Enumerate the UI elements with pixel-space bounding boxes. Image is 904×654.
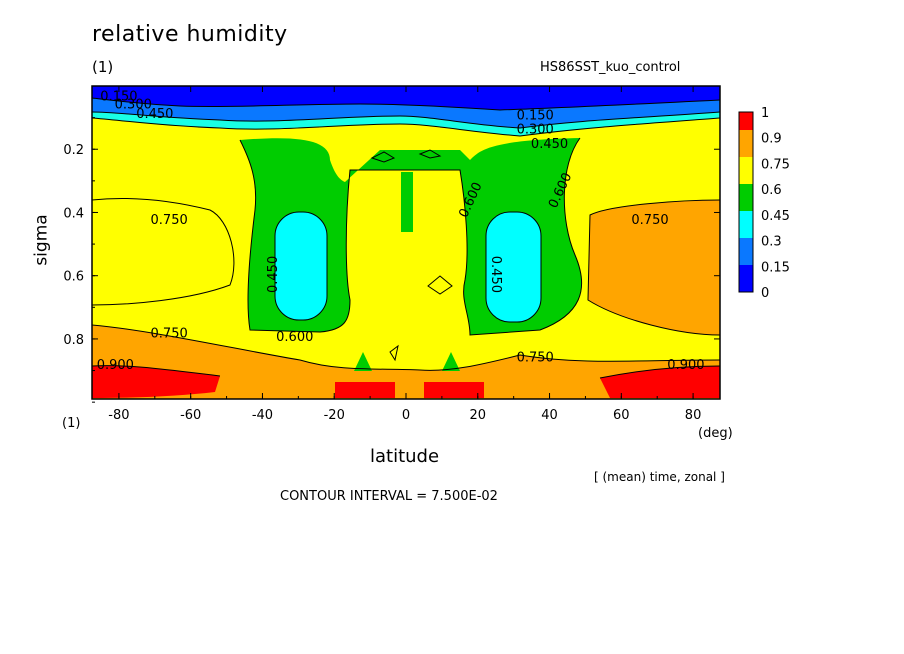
contour-label: 0.450 (136, 107, 173, 122)
contour-label: 0.150 (517, 108, 554, 123)
colorbar-swatch (739, 265, 753, 292)
field-cyan-north (486, 212, 541, 322)
x-tick-label: -60 (180, 408, 201, 423)
contour-label: 0.750 (631, 213, 668, 228)
field-green-tri-south (354, 352, 372, 371)
colorbar-swatch (739, 184, 753, 211)
colorbar-swatch (739, 112, 753, 130)
x-tick-label: 0 (402, 408, 410, 423)
x-tick-label: -80 (108, 408, 129, 423)
contour-line (389, 344, 399, 362)
contour-label: 0.750 (517, 350, 554, 365)
colorbar-label: 0.45 (761, 209, 790, 224)
contour-label: 0.450 (531, 137, 568, 152)
x-tick-label: -20 (324, 408, 345, 423)
x-tick-label: 80 (685, 408, 702, 423)
contour-label: 0.150 (100, 89, 137, 104)
x-tick-label: -40 (252, 408, 273, 423)
contour-line (91, 117, 721, 137)
y-tick-label: 0.2 (63, 143, 84, 158)
run-name: HS86SST_kuo_control (540, 60, 681, 75)
contour-line (239, 137, 583, 336)
colorbar-label: 0.15 (761, 260, 790, 275)
y-tick-label: 0.6 (63, 270, 84, 285)
x-tick-label: 60 (613, 408, 630, 423)
field-green-tri-north (442, 352, 460, 371)
contour-label: 0.900 (97, 358, 134, 373)
field-red-center-a (335, 382, 395, 398)
colorbar-swatch (739, 130, 753, 157)
colorbar-label: 0.6 (761, 183, 782, 198)
contour-line (91, 111, 721, 129)
contour-label: 0.450 (488, 256, 503, 293)
x-tick-label: 20 (469, 408, 486, 423)
contour-label: 0.750 (151, 327, 188, 342)
contour-line (274, 211, 328, 321)
field-blue (92, 86, 720, 110)
colorbar-frame (738, 111, 754, 293)
colorbar-label: 0.3 (761, 235, 782, 250)
contour-label: 0.750 (151, 213, 188, 228)
x-unit-label: (deg) (698, 426, 733, 441)
contour-line (91, 365, 221, 377)
averaging-note: [ (mean) time, zonal ] (594, 470, 725, 484)
contour-line (91, 324, 721, 371)
contour-line (485, 211, 542, 323)
y-tick-label: 0.8 (63, 333, 84, 348)
contour-label: 0.600 (276, 330, 313, 345)
x-tick-label: 40 (541, 408, 558, 423)
colorbar-label: 1 (761, 106, 769, 121)
x-axis-label: latitude (370, 446, 440, 467)
contour-line (418, 149, 442, 159)
colorbar-swatch (739, 211, 753, 238)
colorbar: 1 0.9 0.75 0.6 0.45 0.3 0.15 0 (738, 106, 790, 301)
contour-line (370, 151, 396, 163)
x-axis-ticks: -80 -60 -40 -20 0 20 40 60 80 (108, 86, 701, 423)
y-tick-label: 0.4 (63, 206, 84, 221)
contour-line (91, 197, 235, 306)
contour-interval: CONTOUR INTERVAL = 7.500E-02 (280, 489, 498, 504)
contour-line (427, 275, 453, 295)
contour-line (91, 97, 721, 111)
corner-label: (1) (62, 416, 81, 431)
colorbar-label: 0.75 (761, 157, 790, 172)
contour-label: 0.300 (517, 123, 554, 138)
field-red-north (600, 366, 720, 398)
colorbar-label: 0.9 (761, 132, 782, 147)
colorbar-swatch (739, 238, 753, 265)
color-fields (92, 86, 720, 399)
contour-label: 0.900 (667, 358, 704, 373)
field-red-south (92, 365, 220, 398)
colorbar-label: 0 (761, 286, 769, 301)
contour-line (599, 365, 721, 379)
colorbar-swatch (739, 157, 753, 184)
contour-label: 0.300 (115, 97, 152, 112)
contour-lines (91, 97, 721, 379)
chart-title: relative humidity (92, 22, 288, 47)
y-axis-ticks: 0.2 0.4 0.6 0.8 (63, 117, 720, 403)
field-cyan-south (275, 212, 327, 320)
contour-line (587, 199, 721, 336)
field-green-tower (401, 172, 413, 232)
chart-subtitle: (1) (92, 58, 114, 76)
contour-label: 0.450 (266, 256, 281, 293)
field-red-center-b (424, 382, 484, 398)
